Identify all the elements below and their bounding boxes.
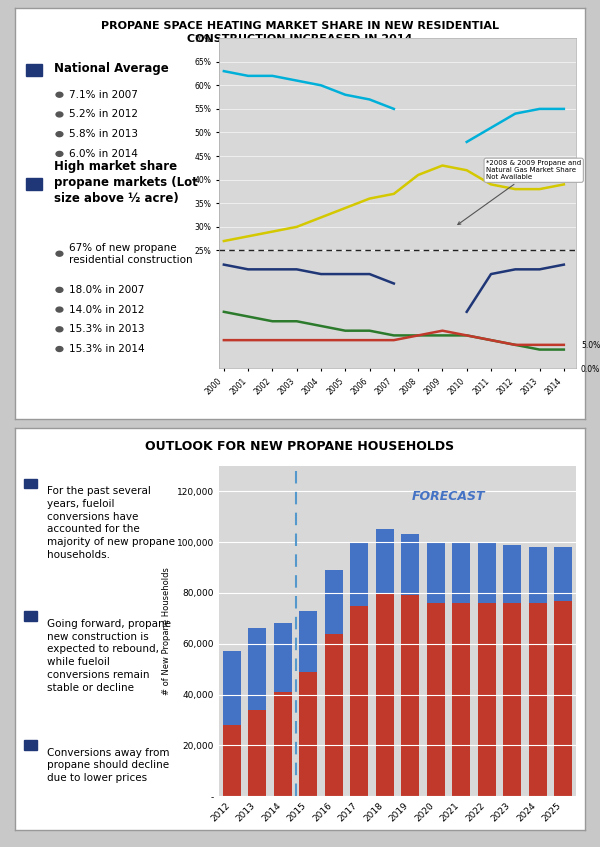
Circle shape [56, 92, 63, 97]
Text: 15.3% in 2014: 15.3% in 2014 [69, 344, 145, 354]
Circle shape [56, 307, 63, 312]
Text: Going forward, propane
new construction is
expected to rebound,
while fueloil
co: Going forward, propane new construction … [47, 619, 172, 693]
Text: 14.0% in 2012: 14.0% in 2012 [69, 305, 145, 314]
Circle shape [56, 287, 63, 292]
Bar [26, 178, 43, 190]
Bar [274, 623, 292, 692]
Bar [223, 651, 241, 725]
Bar [248, 628, 266, 710]
Text: Source: U.S. Census Bureau, Survey of Construction 2000 - 2013: Source: U.S. Census Bureau, Survey of Co… [308, 490, 487, 495]
Bar [478, 603, 496, 796]
Text: 15.3% in 2013: 15.3% in 2013 [69, 324, 145, 335]
Text: 18.0% in 2007: 18.0% in 2007 [69, 285, 145, 295]
Bar [23, 612, 37, 621]
Bar [427, 603, 445, 796]
Circle shape [56, 327, 63, 332]
Bar [529, 603, 547, 796]
Bar [427, 542, 445, 603]
Text: 5.8% in 2013: 5.8% in 2013 [69, 130, 138, 139]
Bar [554, 547, 572, 601]
Bar [401, 595, 419, 796]
Legend: Electricity, Natural Gas, Propane, Oil, Other/None: Electricity, Natural Gas, Propane, Oil, … [280, 452, 515, 464]
Bar [452, 603, 470, 796]
Text: PROPANE SPACE HEATING MARKET SHARE IN NEW RESIDENTIAL
CONSTRUCTION INCREASED IN : PROPANE SPACE HEATING MARKET SHARE IN NE… [101, 21, 499, 44]
Text: Conversions away from
propane should decline
due to lower prices: Conversions away from propane should dec… [47, 748, 170, 783]
Circle shape [56, 346, 63, 352]
Text: 5.2% in 2012: 5.2% in 2012 [69, 109, 138, 119]
Bar [274, 692, 292, 796]
Text: OUTLOOK FOR NEW PROPANE HOUSEHOLDS: OUTLOOK FOR NEW PROPANE HOUSEHOLDS [145, 440, 455, 453]
Text: National Average: National Average [54, 62, 169, 75]
Text: FORECAST: FORECAST [412, 490, 485, 503]
Text: 6.0% in 2014: 6.0% in 2014 [69, 149, 138, 159]
Bar [503, 603, 521, 796]
Circle shape [56, 131, 63, 136]
Bar [248, 710, 266, 796]
Bar [350, 606, 368, 796]
Bar [299, 611, 317, 672]
Text: High market share
propane markets (Lot
size above ½ acre): High market share propane markets (Lot s… [54, 160, 197, 205]
Circle shape [56, 112, 63, 117]
Bar [23, 479, 37, 488]
Bar [325, 634, 343, 796]
Bar [325, 570, 343, 634]
Text: *2008 & 2009 Propane and
Natural Gas Market Share
Not Available: *2008 & 2009 Propane and Natural Gas Mar… [458, 160, 581, 224]
Bar [503, 545, 521, 603]
Bar [376, 529, 394, 593]
Text: For the past several
years, fueloil
conversions have
accounted for the
majority : For the past several years, fueloil conv… [47, 486, 175, 560]
Bar [299, 672, 317, 796]
Bar [554, 601, 572, 796]
Bar [376, 593, 394, 796]
Bar [478, 542, 496, 603]
Bar [452, 542, 470, 603]
Circle shape [56, 252, 63, 256]
Circle shape [56, 152, 63, 157]
Bar [401, 534, 419, 595]
Bar [23, 740, 37, 750]
Bar [26, 64, 43, 76]
Bar [529, 547, 547, 603]
Text: 7.1% in 2007: 7.1% in 2007 [69, 90, 138, 100]
Y-axis label: # of New Propane Households: # of New Propane Households [163, 567, 172, 695]
Text: 67% of new propane
residential construction: 67% of new propane residential construct… [69, 242, 193, 265]
Bar [223, 725, 241, 796]
Bar [350, 542, 368, 606]
